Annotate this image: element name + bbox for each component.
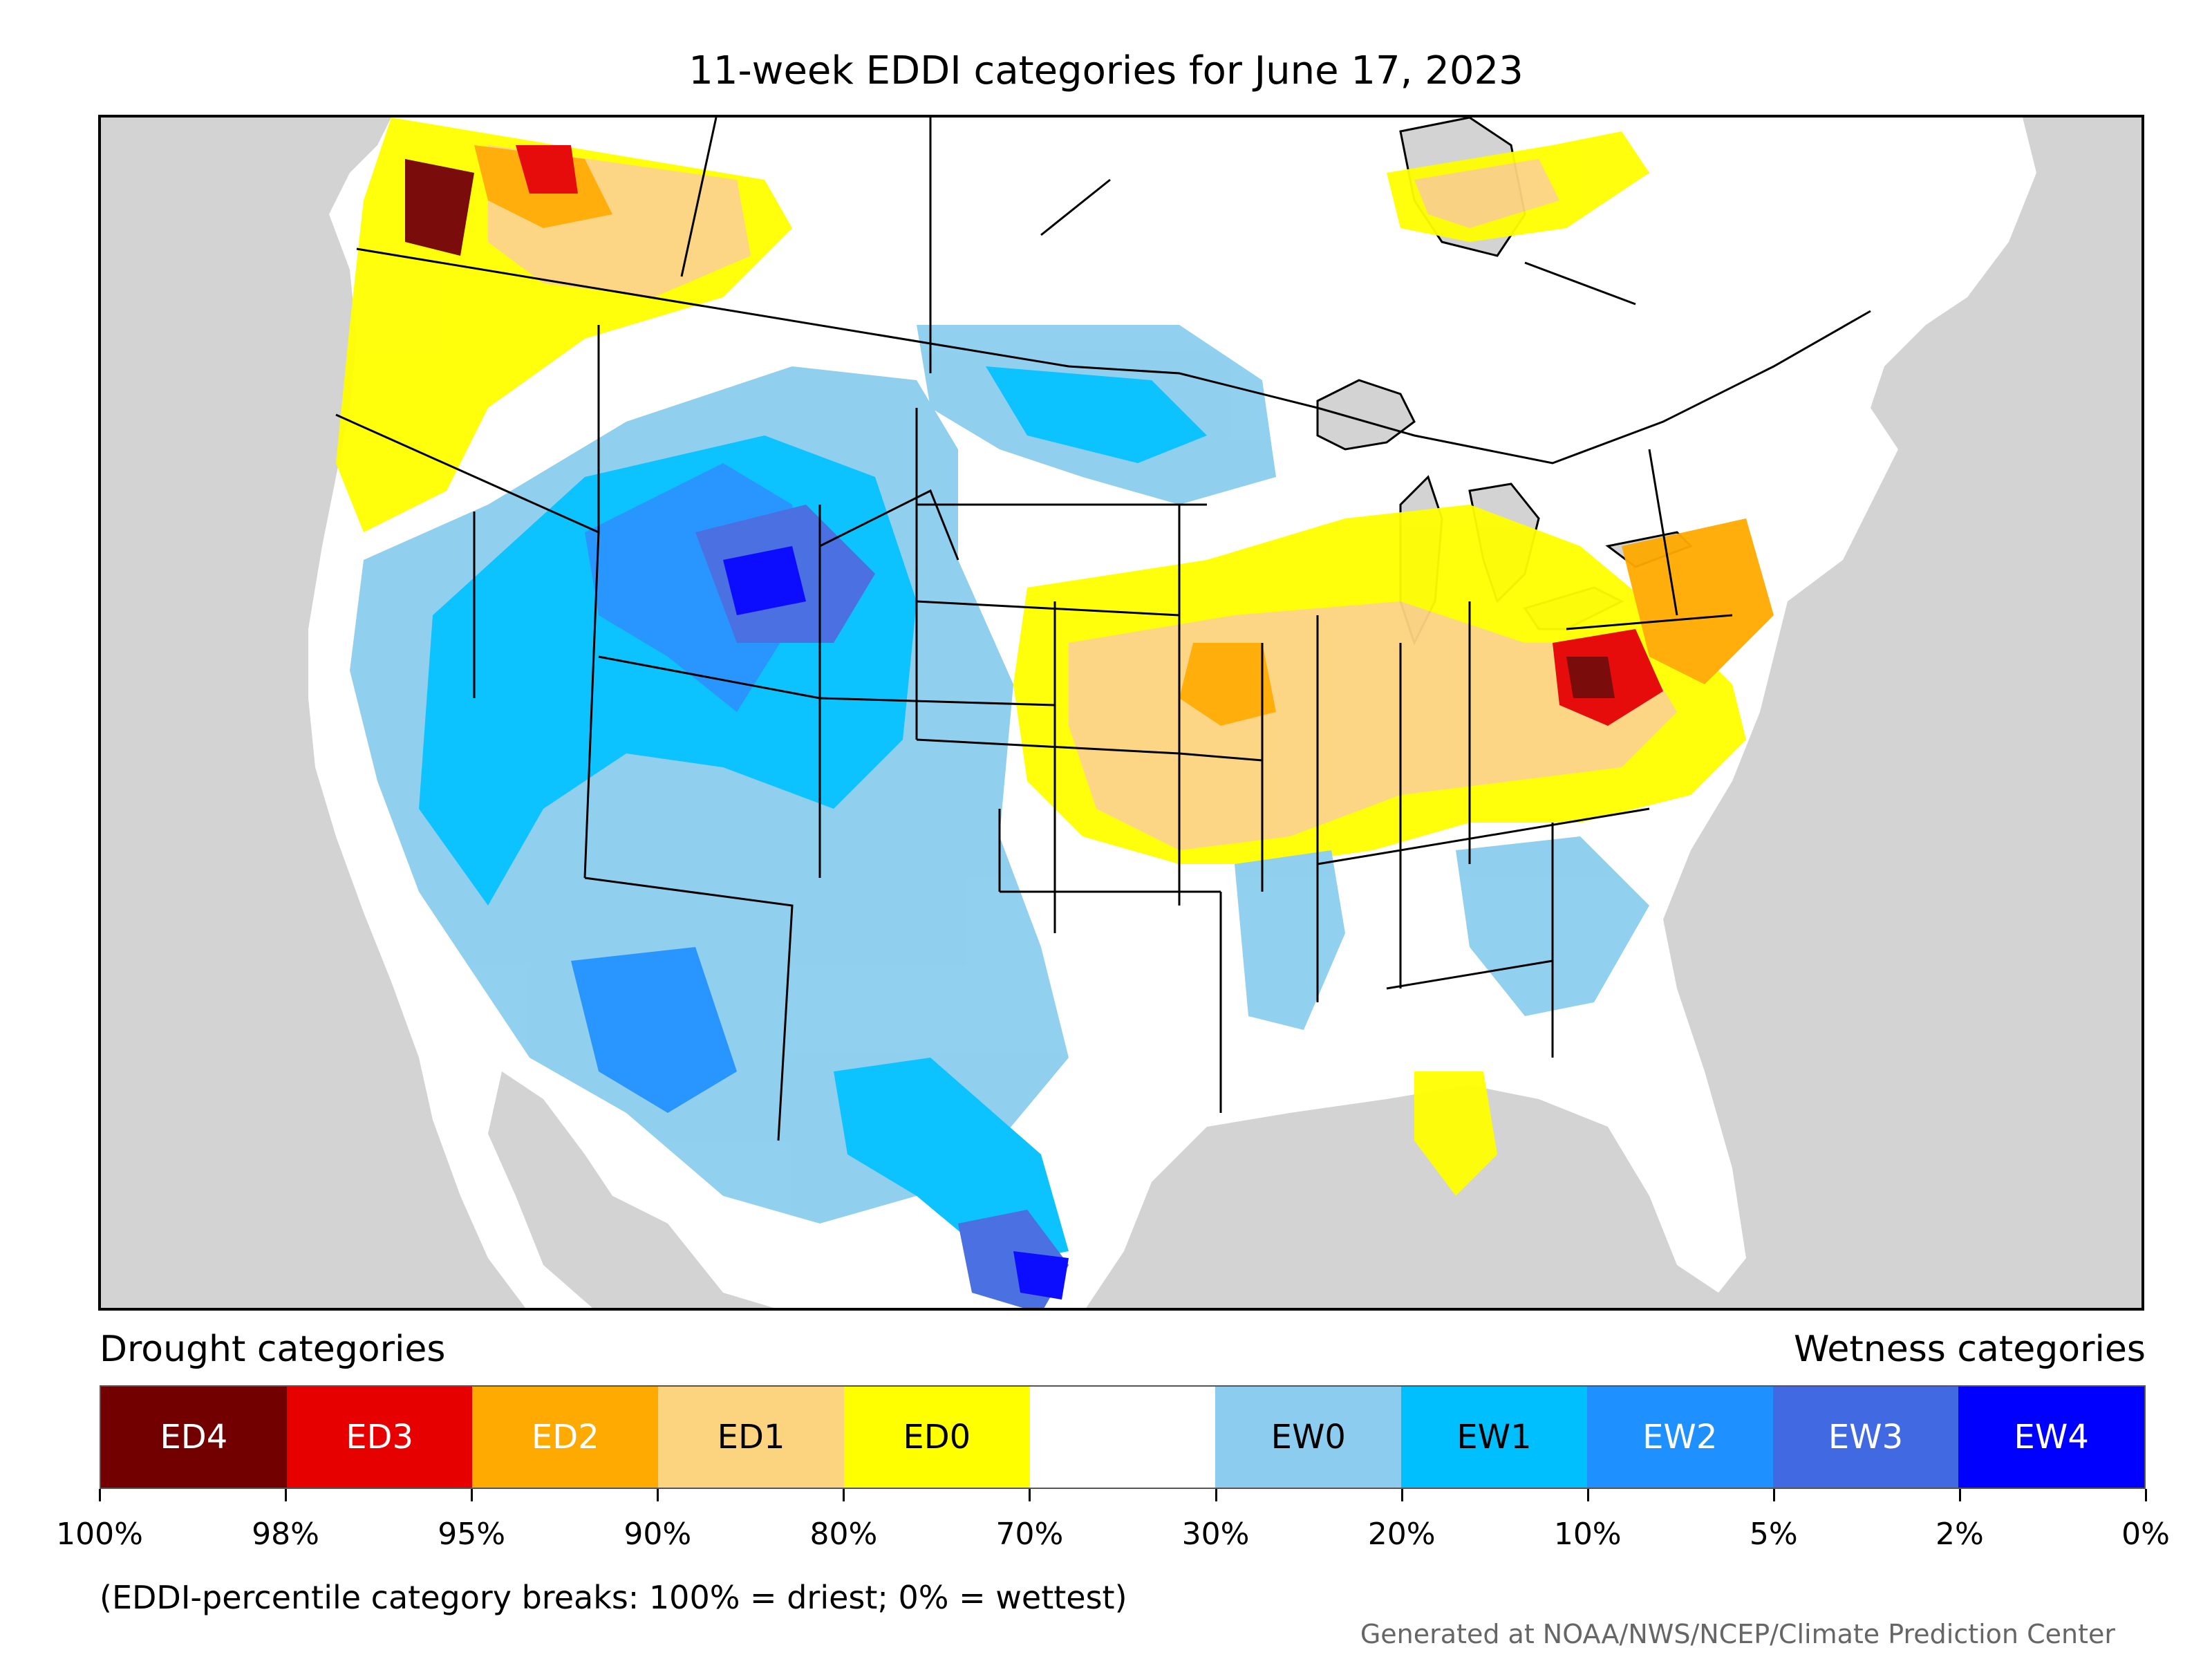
legend-cell-ed3: ED3 — [286, 1387, 473, 1488]
west-state-lines — [335, 325, 1056, 1141]
region-ed1-quebec — [1414, 159, 1559, 228]
legend-cell-normal — [1029, 1387, 1216, 1488]
region-ed3-bc — [516, 145, 578, 194]
region-ew0-southeast — [1235, 836, 1649, 1030]
colorbar-ticks — [99, 1489, 2147, 1503]
colorbar-tick — [1400, 1489, 1403, 1501]
region-ed4-virginia — [1566, 657, 1615, 698]
legend-cell-ed4: ED4 — [101, 1387, 287, 1488]
legend-cell-ew0: EW0 — [1215, 1387, 1402, 1488]
map-canvas — [101, 118, 2141, 1308]
category-breaks-note: (EDDI-percentile category breaks: 100% =… — [100, 1579, 1127, 1616]
colorbar-tick-label: 2% — [1936, 1517, 1984, 1552]
colorbar-tick — [2145, 1489, 2147, 1501]
legend-cell-ew1: EW1 — [1401, 1387, 1587, 1488]
legend-cell-ew4: EW4 — [1958, 1387, 2145, 1488]
colorbar-tick — [285, 1489, 288, 1501]
central-state-lines — [915, 408, 1264, 1113]
east-state-lines — [1316, 449, 1733, 1058]
region-ed0-florida — [1414, 1071, 1497, 1196]
region-ew4-tx — [1013, 1251, 1069, 1300]
region-ed4-pnw — [405, 159, 474, 256]
legend-cell-ew2: EW2 — [1586, 1387, 1773, 1488]
colorbar-tick-label: 80% — [809, 1517, 878, 1552]
colorbar-tick-label: 5% — [1749, 1517, 1798, 1552]
legend-cell-ed2: ED2 — [472, 1387, 659, 1488]
credit-text: Generated at NOAA/NWS/NCEP/Climate Predi… — [1360, 1619, 2115, 1649]
legend-cell-ed1: ED1 — [658, 1387, 844, 1488]
colorbar-tick — [1772, 1489, 1775, 1501]
colorbar-tick-label: 100% — [56, 1517, 143, 1552]
us-canada-border — [356, 247, 1871, 465]
colorbar-tick — [1586, 1489, 1589, 1501]
wetness-categories-heading: Wetness categories — [1794, 1329, 2146, 1370]
colorbar-tick-label: 98% — [252, 1517, 319, 1552]
colorbar-tick — [1958, 1489, 1961, 1501]
region-ed2-iowa — [1179, 643, 1276, 726]
colorbar-tick — [1215, 1489, 1217, 1501]
colorbar-tick-label: 0% — [2121, 1517, 2170, 1552]
colorbar-tick-label: 95% — [438, 1517, 506, 1552]
region-ew1-az — [571, 947, 737, 1113]
region-ed2-northeast — [1622, 518, 1774, 684]
canada-province-lines — [680, 118, 1636, 373]
drought-categories-heading: Drought categories — [100, 1329, 446, 1370]
colorbar-tick-label: 30% — [1181, 1517, 1250, 1552]
colorbar-tick — [657, 1489, 659, 1501]
colorbar-tick-label: 20% — [1367, 1517, 1436, 1552]
colorbar-tick — [471, 1489, 474, 1501]
region-ew4-wy — [723, 546, 806, 615]
colorbar-tick — [1029, 1489, 1031, 1501]
map-title: 11-week EDDI categories for June 17, 202… — [688, 48, 1524, 93]
boundaries — [335, 118, 1871, 1141]
legend-cell-ew3: EW3 — [1772, 1387, 1959, 1488]
colorbar-tick-label: 10% — [1553, 1517, 1622, 1552]
legend-cell-ed0: ED0 — [843, 1387, 1030, 1488]
colorbar-tick-label: 90% — [624, 1517, 692, 1552]
colorbar-tick — [99, 1489, 101, 1501]
region-ew1-plains — [986, 366, 1207, 463]
colorbar-tick-label: 70% — [995, 1517, 1064, 1552]
colorbar-tick — [843, 1489, 845, 1501]
category-colorbar: ED4 ED3 ED2 ED1 ED0 EW0 EW1 EW2 EW3 EW4 — [100, 1385, 2146, 1489]
eddi-map — [98, 115, 2144, 1311]
